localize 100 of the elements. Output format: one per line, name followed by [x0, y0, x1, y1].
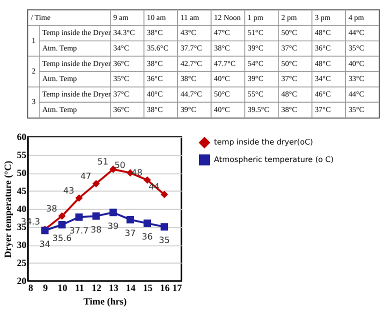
text: 38°C [146, 58, 163, 68]
x-tick-label: 8 [28, 282, 34, 294]
y-tick-label: 60 [16, 132, 27, 144]
text: 34.3°C [113, 28, 135, 38]
category-label: Atm. Temp [42, 74, 77, 84]
text: 39°C [180, 104, 196, 114]
data-label: 38 [46, 204, 58, 214]
text: 43°C [180, 28, 196, 38]
data-label: 34 [39, 240, 50, 250]
text: 35°C [348, 104, 364, 114]
category-label: 4 pm [348, 12, 364, 22]
legend-label: Atmospheric temperature (o C) [214, 154, 334, 164]
text: 48°C [314, 28, 331, 38]
y-tick-label: 30 [16, 240, 27, 252]
data-label: 51 [97, 157, 108, 168]
text: 35°C [113, 74, 130, 84]
text: 34°C [314, 74, 331, 84]
data-label: 35.6 [52, 234, 72, 244]
data-label: 35 [158, 236, 170, 246]
x-tick-label: 13 [108, 282, 119, 294]
data-label: 37.7 [69, 226, 89, 236]
text: 48°C [314, 58, 331, 68]
category-label: Atm. Temp [42, 43, 77, 52]
text: 34°C [113, 43, 130, 52]
category-label: 2 [32, 66, 36, 76]
text: 39.5°C [248, 104, 270, 114]
text: 38°C [281, 104, 298, 114]
y-axis-title: Dryer temperature (°C) [3, 160, 14, 258]
category-label: 1 [32, 36, 36, 45]
category-label: 3 pm [314, 12, 330, 22]
text: 44.7°C [180, 90, 202, 99]
text: 47°C [214, 28, 230, 38]
y-tick-label: 25 [16, 258, 27, 270]
y-tick-label: 50 [16, 168, 27, 180]
data-label: 36 [142, 232, 153, 243]
point [160, 223, 168, 231]
data-label: 38 [90, 225, 102, 236]
point [109, 208, 117, 216]
text: 40°C [214, 104, 230, 114]
category-label: 1 pm [248, 12, 264, 22]
x-axis-title: Time (hrs) [84, 296, 127, 308]
point [58, 220, 66, 228]
y-tick-label: 35 [16, 222, 27, 234]
text: 42.7°C [180, 58, 202, 68]
data-label: 37 [124, 228, 136, 239]
point [126, 216, 134, 224]
category-label: 9 am [113, 12, 128, 22]
text: 38°C [180, 74, 196, 84]
data-label: 39 [108, 222, 119, 232]
text: 37°C [113, 90, 130, 99]
text: 50°C [281, 58, 298, 68]
y-tick-label: 55 [16, 150, 27, 162]
text: 38°C [146, 28, 163, 38]
point [92, 180, 100, 188]
point [92, 212, 100, 220]
point [160, 190, 168, 198]
text: 37°C [314, 104, 331, 114]
text: 36°C [113, 104, 130, 114]
data-label: 47 [80, 172, 92, 182]
text: 50°C [281, 28, 298, 38]
text: 40°C [146, 90, 163, 99]
text: 39°C [248, 74, 264, 84]
x-tick-label: 11 [74, 282, 84, 294]
y-tick-label: 20 [16, 276, 27, 288]
text: 39°C [248, 43, 264, 52]
point [58, 212, 66, 220]
text: 47.7°C [214, 58, 236, 68]
category-label: Atm. Temp [42, 104, 77, 114]
text: 36°C [314, 43, 331, 52]
category-label: Temp inside the Dryer [42, 28, 111, 38]
point [75, 194, 83, 202]
data-label: 43 [63, 186, 74, 196]
text: 37.7°C [180, 43, 202, 52]
text: 51°C [248, 28, 264, 38]
y-tick-label: 45 [16, 186, 27, 198]
x-tick-label: 12 [92, 282, 102, 294]
x-tick-label: 17 [172, 282, 182, 294]
x-tick-label: 15 [142, 282, 153, 294]
point [144, 220, 152, 227]
x-tick-label: 16 [160, 282, 170, 294]
text: 35°C [348, 43, 364, 52]
text: / Time [30, 12, 52, 22]
text: 36°C [113, 58, 130, 68]
category-label: Temp inside the Dryer [42, 90, 111, 99]
category-label: 11 am [180, 12, 200, 22]
text: 46°C [314, 90, 331, 99]
category-label: 10 am [146, 12, 166, 22]
category-label: 3 [32, 97, 36, 106]
data-label: 50 [114, 161, 126, 172]
text: 54°C [248, 58, 264, 68]
text: 48°C [281, 90, 298, 99]
text: 38°C [146, 104, 163, 114]
x-tick-label: 10 [58, 282, 68, 294]
point [75, 213, 83, 221]
category-label: 2 pm [281, 12, 297, 22]
text: 37°C [281, 43, 298, 52]
y-tick-label: 40 [16, 204, 27, 216]
text: 37°C [281, 74, 298, 84]
text: 40°C [348, 58, 364, 68]
text: 44°C [348, 28, 364, 38]
